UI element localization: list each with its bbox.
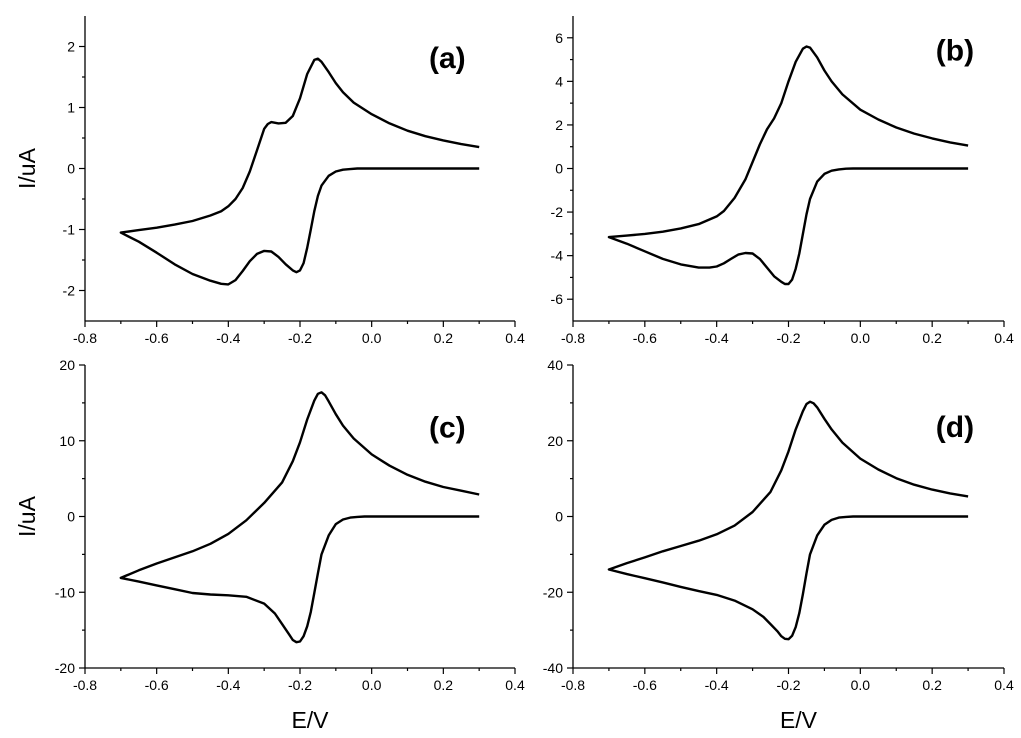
chart-panel: -0.8 -0.6 -0.4 -0.2 0.0 0.2 0.4 -40 -20 0 20 40 E/V (… xyxy=(543,357,1014,733)
x-tick-label: 0.2 xyxy=(434,330,454,346)
y-tick-label: 20 xyxy=(547,433,563,449)
x-axis-title: E/V xyxy=(780,707,818,733)
chart-panel: -0.8 -0.6 -0.4 -0.2 0.0 0.2 0.4 -6 -4 -2 0 2 4 6 (b) xyxy=(551,16,1014,346)
y-tick-label: 0 xyxy=(555,509,563,525)
y-tick-label: -4 xyxy=(551,248,564,264)
voltammogram-line xyxy=(607,400,969,641)
voltammogram-line xyxy=(119,391,480,644)
panel-label: (a) xyxy=(429,42,466,75)
x-tick-label: 0.4 xyxy=(505,677,525,693)
panel-label: (c) xyxy=(429,412,466,445)
x-tick-label: -0.8 xyxy=(561,677,585,693)
x-tick-label: 0.0 xyxy=(362,330,382,346)
y-axis-title: I/uA xyxy=(14,147,40,189)
y-tick-label: -40 xyxy=(543,660,563,676)
y-tick-label: 10 xyxy=(59,433,75,449)
chart-panel: -0.8 -0.6 -0.4 -0.2 0.0 0.2 0.4 -2 -1 0 1 2 I/uA (a) xyxy=(14,16,525,346)
y-tick-label: -1 xyxy=(63,222,76,238)
x-tick-label: -0.8 xyxy=(73,330,97,346)
x-tick-label: -0.2 xyxy=(288,330,312,346)
x-tick-label: 0.0 xyxy=(851,330,871,346)
chart-panel: -0.8 -0.6 -0.4 -0.2 0.0 0.2 0.4 -20 -10 0 10 20 I/uA… xyxy=(14,357,525,733)
y-tick-label: 20 xyxy=(59,357,75,373)
x-tick-label: 0.4 xyxy=(994,330,1014,346)
voltammogram-line xyxy=(607,45,969,286)
x-tick-label: -0.4 xyxy=(705,330,729,346)
x-tick-label: 0.0 xyxy=(362,677,382,693)
y-tick-label: 0 xyxy=(555,161,563,177)
y-tick-label: 6 xyxy=(555,30,563,46)
y-tick-label: 0 xyxy=(67,509,75,525)
y-tick-label: -2 xyxy=(63,283,76,299)
x-tick-label: 0.0 xyxy=(851,677,871,693)
y-tick-label: 4 xyxy=(555,73,563,89)
y-tick-label: -10 xyxy=(55,584,75,600)
x-tick-label: 0.2 xyxy=(922,677,942,693)
x-tick-label: -0.2 xyxy=(288,677,312,693)
y-tick-label: 0 xyxy=(67,161,75,177)
voltammogram-line xyxy=(119,57,480,286)
y-tick-label: 1 xyxy=(67,100,75,116)
x-tick-label: -0.6 xyxy=(633,677,657,693)
x-tick-label: -0.2 xyxy=(776,677,800,693)
y-tick-label: -6 xyxy=(551,291,564,307)
panel-label: (b) xyxy=(936,35,974,68)
x-tick-label: -0.8 xyxy=(561,330,585,346)
y-axis-title: I/uA xyxy=(14,495,40,537)
x-tick-label: -0.6 xyxy=(633,330,657,346)
panels: -0.8 -0.6 -0.4 -0.2 0.0 0.2 0.4-2-1012I/uA(a)-… xyxy=(14,16,1014,733)
y-tick-label: 2 xyxy=(555,117,563,133)
y-tick-label: -2 xyxy=(551,204,564,220)
x-tick-label: -0.4 xyxy=(216,677,240,693)
x-tick-label: -0.6 xyxy=(145,330,169,346)
x-tick-label: 0.4 xyxy=(994,677,1014,693)
y-tick-label: 40 xyxy=(547,357,563,373)
panel-label: (d) xyxy=(936,411,974,444)
x-tick-label: -0.8 xyxy=(73,677,97,693)
x-tick-label: -0.6 xyxy=(145,677,169,693)
x-axis-title: E/V xyxy=(291,707,329,733)
y-tick-label: -20 xyxy=(55,660,75,676)
x-tick-label: -0.4 xyxy=(705,677,729,693)
x-tick-label: 0.4 xyxy=(505,330,525,346)
x-tick-label: 0.2 xyxy=(434,677,454,693)
y-tick-label: -20 xyxy=(543,584,563,600)
x-tick-label: -0.4 xyxy=(216,330,240,346)
x-tick-label: -0.2 xyxy=(776,330,800,346)
x-tick-label: 0.2 xyxy=(922,330,942,346)
y-tick-label: 2 xyxy=(67,39,75,55)
